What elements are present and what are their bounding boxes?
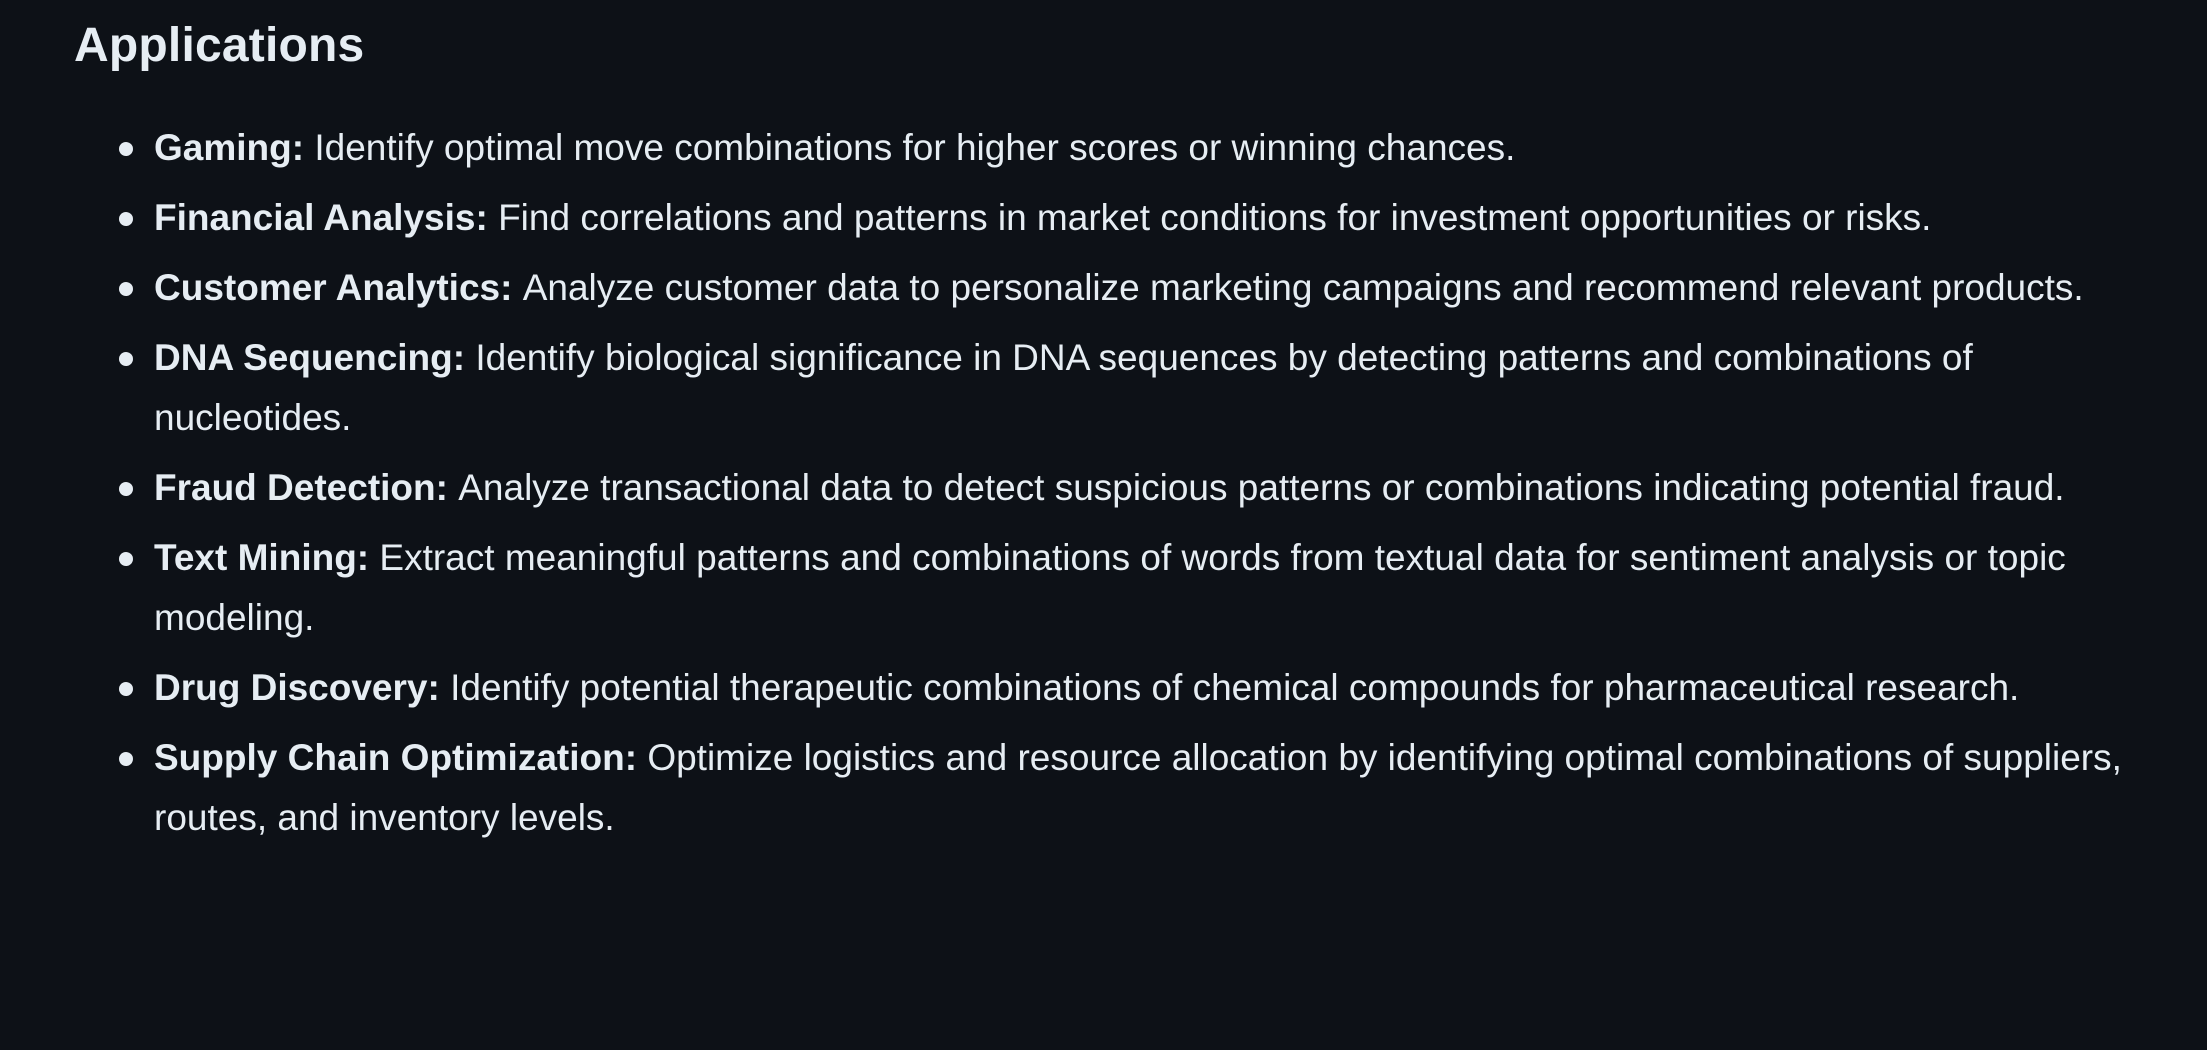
item-description: Optimize logistics and resource allocati… [154,737,2122,838]
item-description: Extract meaningful patterns and combinat… [154,537,2066,638]
bullet-icon [119,482,133,496]
item-description: Identify optimal move combinations for h… [314,127,1516,168]
section-heading: Applications [74,19,365,72]
item-term: Fraud Detection: [154,467,459,508]
item-description: Find correlations and patterns in market… [498,197,1932,238]
item-description: Analyze customer data to personalize mar… [522,267,2084,308]
list-item: Drug Discovery: Identify potential thera… [74,658,2134,718]
item-term: DNA Sequencing: [154,337,476,378]
item-description: Identify potential therapeutic combinati… [450,667,2020,708]
applications-list: Gaming: Identify optimal move combinatio… [74,118,2134,848]
item-term: Text Mining: [154,537,380,578]
bullet-icon [119,282,133,296]
list-item: Customer Analytics: Analyze customer dat… [74,258,2134,318]
bullet-icon [119,552,133,566]
list-item: Gaming: Identify optimal move combinatio… [74,118,2134,178]
item-term: Customer Analytics: [154,267,523,308]
item-description: Identify biological significance in DNA … [154,337,1973,438]
item-term: Supply Chain Optimization: [154,737,648,778]
list-item: Fraud Detection: Analyze transactional d… [74,458,2134,518]
bullet-icon [119,752,133,766]
list-item: Financial Analysis: Find correlations an… [74,188,2134,248]
bullet-icon [119,352,133,366]
list-item: Supply Chain Optimization: Optimize logi… [74,728,2134,848]
bullet-icon [119,142,133,156]
markdown-body: Applications Gaming: Identify optimal mo… [74,12,2134,858]
item-term: Drug Discovery: [154,667,451,708]
bullet-icon [119,682,133,696]
list-item: Text Mining: Extract meaningful patterns… [74,528,2134,648]
item-term: Gaming: [154,127,315,168]
bullet-icon [119,212,133,226]
item-term: Financial Analysis: [154,197,499,238]
list-item: DNA Sequencing: Identify biological sign… [74,328,2134,448]
item-description: Analyze transactional data to detect sus… [458,467,2065,508]
